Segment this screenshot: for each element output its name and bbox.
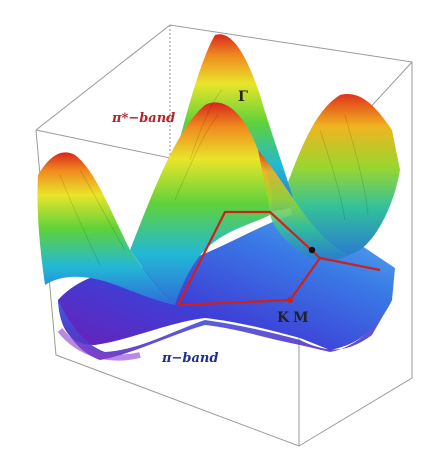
pi-star-band-label: π*−band: [111, 111, 175, 126]
path-segment-right: [319, 256, 381, 272]
gamma-point-label: Γ: [238, 89, 248, 105]
pi-band-edge: [57, 328, 141, 361]
pi-star-peak-front: [130, 102, 272, 305]
pi-star-saddle: [258, 150, 350, 261]
pi-band-label: π−band: [161, 351, 218, 366]
k-point-label: K: [277, 310, 290, 326]
path-polyline: [177, 210, 322, 307]
k-point-marker: [287, 297, 293, 303]
pi-star-peak-left: [37, 152, 176, 305]
pi-star-band-surface: [37, 34, 400, 305]
high-symmetry-path: [177, 210, 381, 307]
gamma-point-marker: [308, 246, 316, 254]
pi-star-peak-right: [285, 94, 400, 257]
pi-band-front-fold: [58, 300, 392, 360]
m-point-label: M: [293, 310, 309, 326]
pi-star-contour-lines: [59, 89, 369, 266]
